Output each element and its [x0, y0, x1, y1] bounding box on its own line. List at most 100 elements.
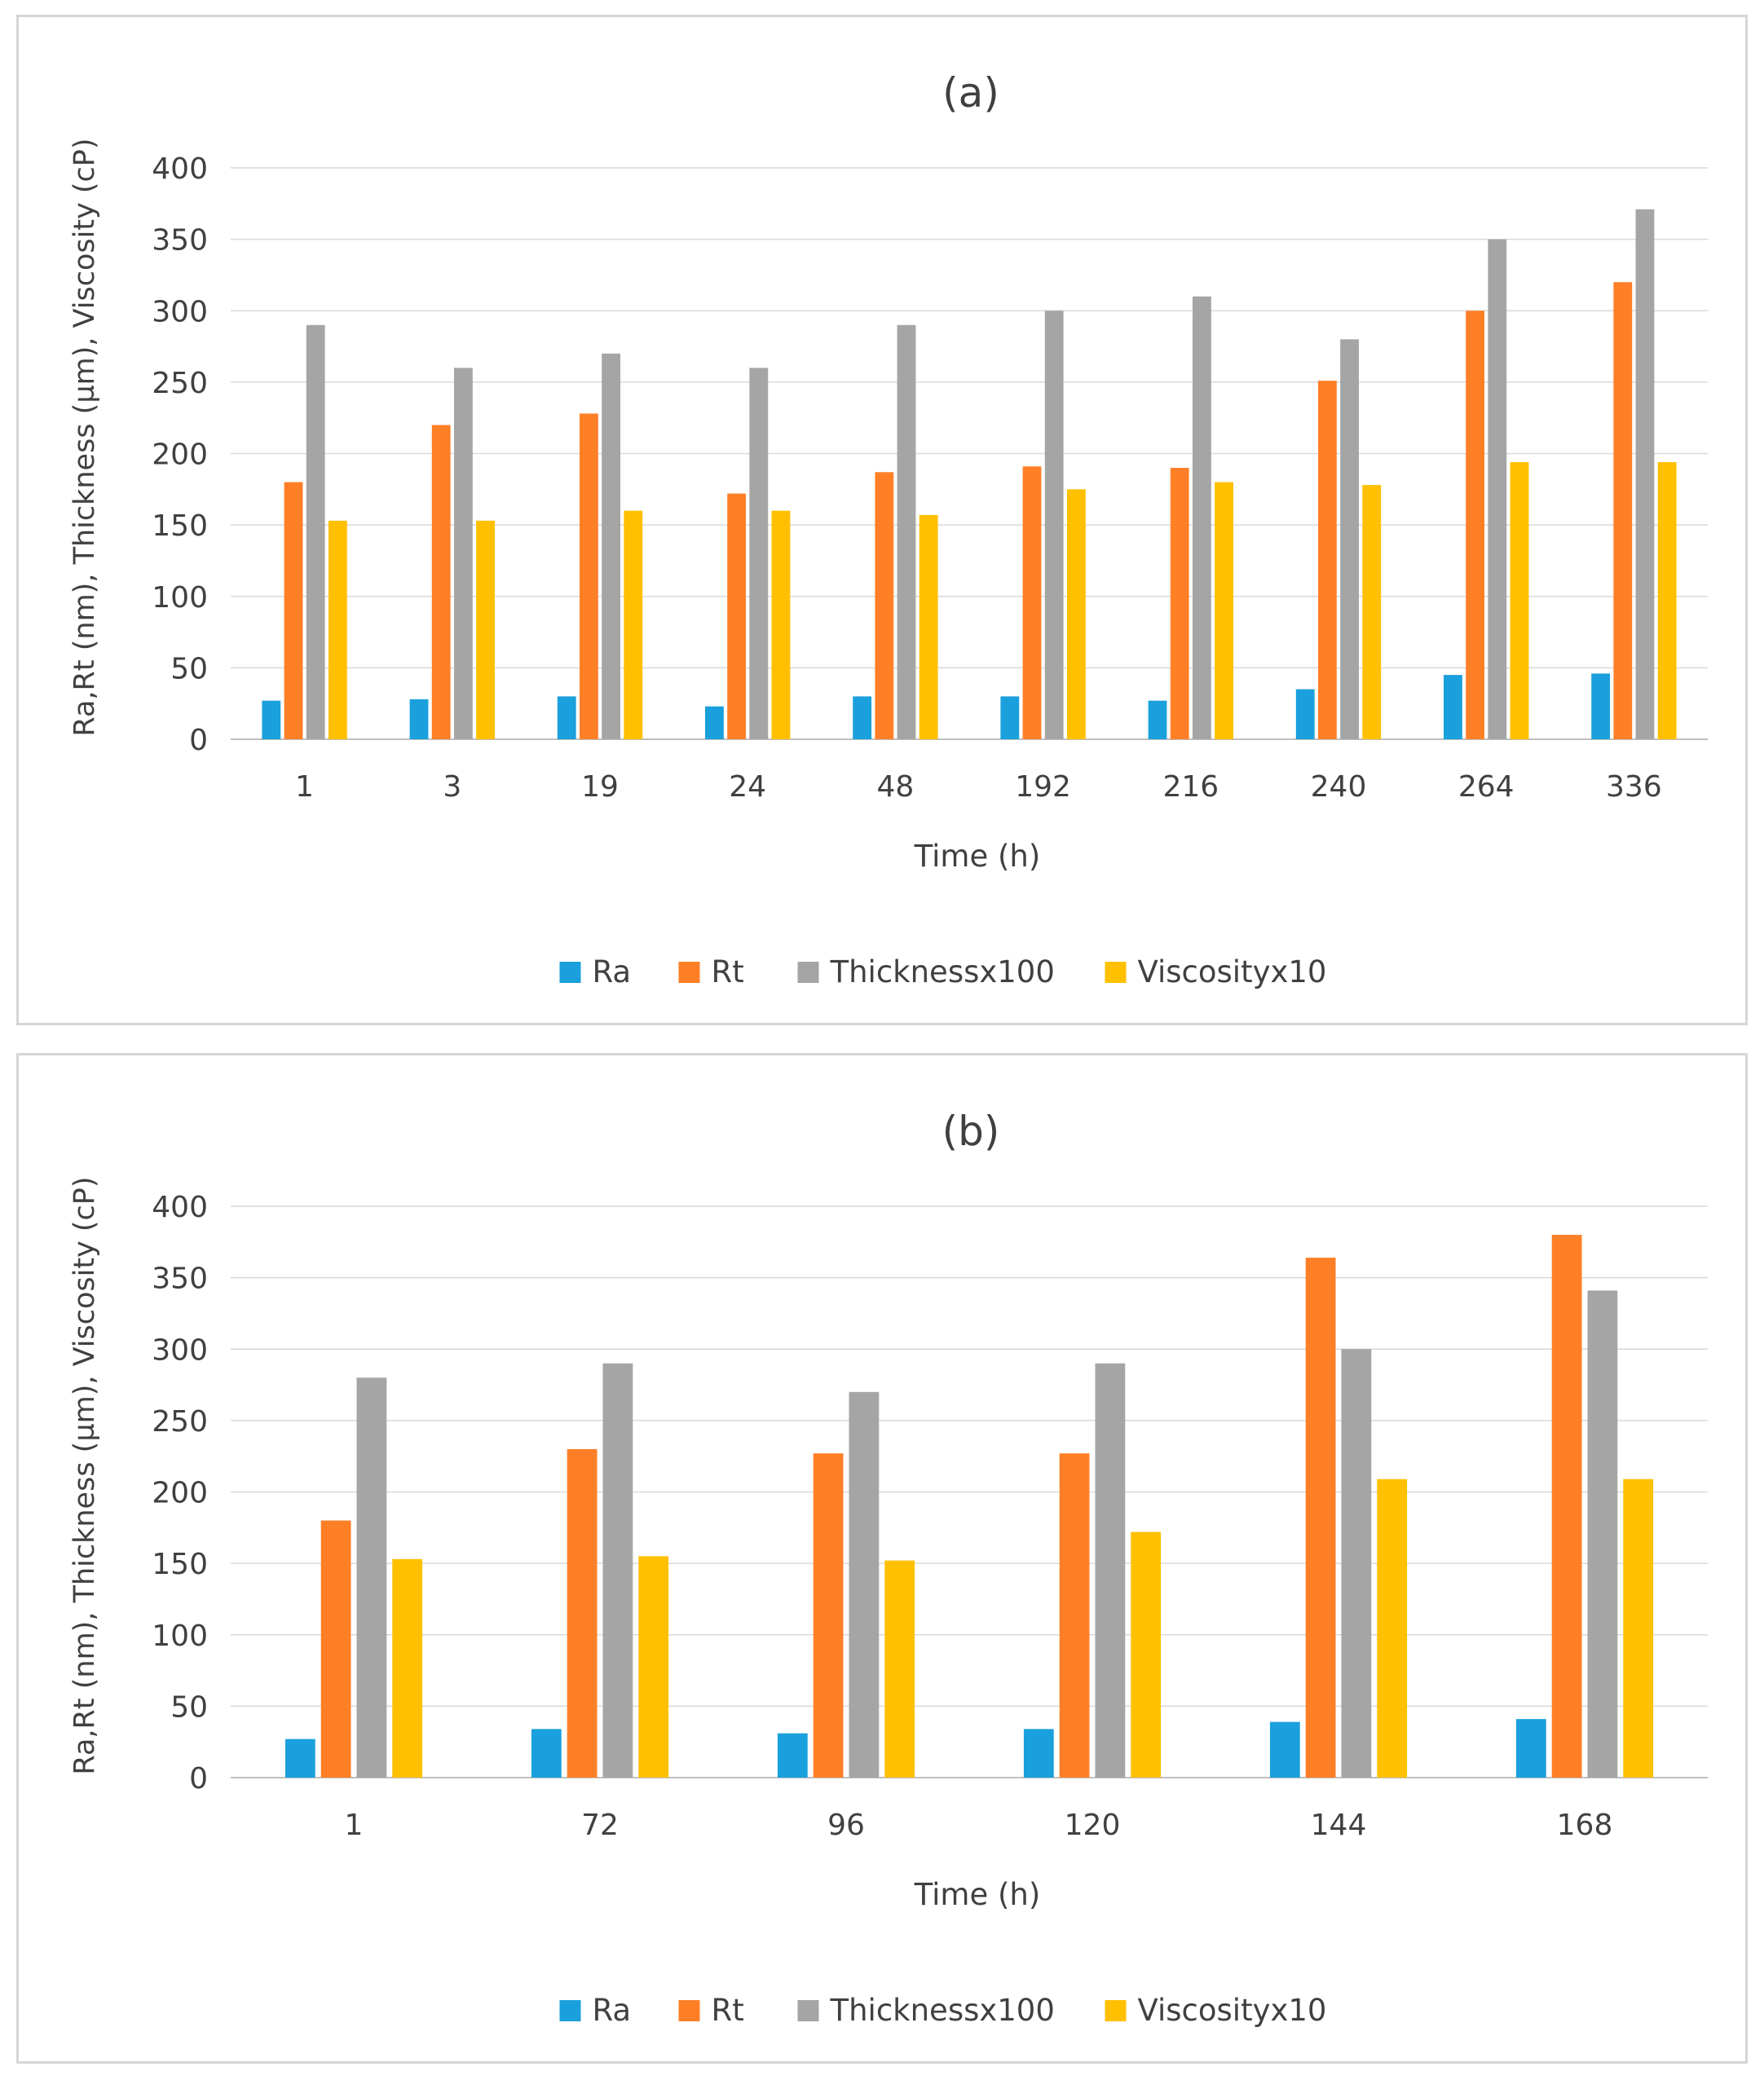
x-tick-label: 24 — [729, 770, 766, 804]
bar-viscosityx10-48 — [919, 514, 938, 739]
bar-viscosityx10-19 — [624, 510, 643, 739]
legend-swatch-thicknessx100 — [797, 962, 819, 983]
bar-viscosityx10-120 — [1131, 1531, 1162, 1778]
x-tick-label: 3 — [443, 770, 461, 804]
y-tick-label: 300 — [152, 1333, 208, 1367]
y-tick-label: 100 — [152, 1619, 208, 1653]
legend-swatch-rt — [678, 2000, 700, 2021]
bar-thicknessx100-336 — [1635, 209, 1655, 739]
bar-rt-144 — [1305, 1258, 1336, 1778]
legend-label-thicknessx100: Thicknessx100 — [830, 954, 1055, 989]
bar-viscosityx10-216 — [1215, 482, 1233, 739]
x-tick-label: 96 — [827, 1809, 865, 1842]
chart-panel-b: (b) 0 50 100 150 200 250 300 350 400 Ra,Rt (nm), T… — [16, 1053, 1748, 2064]
bar-thicknessx100-264 — [1488, 239, 1507, 739]
bar-thicknessx100-240 — [1340, 339, 1360, 739]
bar-ra-120 — [1023, 1729, 1054, 1778]
y-axis-label: Ra,Rt (nm), Thickness (µm), Viscosity (c… — [68, 1176, 101, 1774]
bar-rt-96 — [813, 1453, 844, 1778]
x-tick-label: 336 — [1606, 770, 1662, 804]
bar-thicknessx100-48 — [897, 324, 916, 739]
legend-swatch-viscosityx10 — [1105, 2000, 1127, 2021]
bar-ra-19 — [557, 696, 576, 739]
y-tick-label: 0 — [189, 1762, 208, 1796]
legend-label-ra: Ra — [593, 1993, 632, 2028]
legend-swatch-ra — [559, 2000, 581, 2021]
x-tick-label: 1 — [345, 1809, 364, 1842]
bar-rt-120 — [1059, 1453, 1090, 1778]
bar-viscosityx10-336 — [1657, 462, 1677, 739]
y-tick-label: 50 — [170, 1690, 208, 1724]
bar-viscosityx10-3 — [476, 520, 495, 739]
legend-swatch-thicknessx100 — [797, 2000, 819, 2021]
bar-viscosityx10-72 — [638, 1556, 669, 1778]
chart-panel-a: (a) 0 50 100 150 200 250 300 350 400 Ra,Rt (nm), T… — [16, 15, 1748, 1025]
bar-ra-24 — [705, 706, 724, 739]
y-tick-label: 50 — [170, 652, 208, 685]
bar-rt-1 — [320, 1520, 351, 1778]
bar-ra-1 — [262, 700, 281, 739]
bar-ra-336 — [1591, 673, 1611, 739]
x-tick-label: 120 — [1065, 1809, 1121, 1842]
bar-viscosityx10-144 — [1377, 1478, 1408, 1778]
y-tick-label: 150 — [152, 1548, 208, 1581]
bar-thicknessx100-3 — [453, 368, 473, 739]
x-tick-label: 168 — [1557, 1809, 1613, 1842]
y-tick-label: 200 — [152, 438, 208, 472]
bar-viscosityx10-1 — [392, 1558, 423, 1778]
y-tick-label: 150 — [152, 509, 208, 543]
bar-ra-1 — [284, 1738, 315, 1778]
x-axis-label: Time (h) — [914, 1877, 1041, 1912]
bar-ra-192 — [1000, 696, 1020, 739]
bar-ra-48 — [853, 696, 872, 739]
bar-thicknessx100-19 — [602, 353, 621, 739]
y-tick-label: 400 — [152, 152, 208, 186]
bar-rt-1 — [284, 482, 303, 739]
bar-ra-216 — [1148, 700, 1167, 739]
bar-thicknessx100-120 — [1095, 1363, 1126, 1778]
chart-b: (b) 0 50 100 150 200 250 300 350 400 Ra,Rt (nm), T… — [68, 1108, 1708, 2028]
bar-ra-144 — [1269, 1721, 1300, 1778]
legend-label-thicknessx100: Thicknessx100 — [830, 1993, 1055, 2028]
bar-viscosityx10-96 — [884, 1560, 915, 1778]
x-tick-label: 1 — [295, 770, 314, 804]
x-tick-label: 240 — [1311, 770, 1367, 804]
legend-label-rt: Rt — [712, 1993, 744, 2028]
bar-viscosityx10-264 — [1510, 462, 1529, 739]
bar-thicknessx100-1 — [356, 1377, 387, 1778]
bar-ra-72 — [531, 1729, 562, 1778]
bar-thicknessx100-144 — [1341, 1349, 1372, 1778]
bar-rt-24 — [727, 493, 747, 739]
y-axis-label: Ra,Rt (nm), Thickness (µm), Viscosity (c… — [68, 138, 101, 736]
chart-title: (b) — [942, 1108, 1000, 1155]
legend-swatch-ra — [559, 962, 581, 983]
x-tick-label: 19 — [581, 770, 619, 804]
bar-rt-3 — [431, 425, 451, 739]
x-tick-label: 264 — [1458, 770, 1515, 804]
bar-viscosityx10-192 — [1066, 489, 1086, 739]
x-tick-label: 72 — [581, 1809, 619, 1842]
bar-thicknessx100-72 — [602, 1363, 633, 1778]
y-tick-label: 350 — [152, 224, 208, 258]
y-tick-label: 350 — [152, 1263, 208, 1296]
bar-ra-96 — [777, 1733, 808, 1778]
bar-thicknessx100-96 — [849, 1391, 880, 1778]
legend-label-viscosityx10: Viscosityx10 — [1138, 1993, 1327, 2028]
x-tick-label: 216 — [1162, 770, 1219, 804]
bar-rt-264 — [1466, 311, 1485, 739]
y-tick-label: 300 — [152, 295, 208, 328]
bar-rt-72 — [567, 1448, 598, 1778]
bar-rt-216 — [1170, 468, 1189, 739]
legend-swatch-viscosityx10 — [1105, 962, 1127, 983]
bar-thicknessx100-192 — [1044, 311, 1064, 739]
bar-rt-240 — [1317, 381, 1337, 739]
x-tick-label: 48 — [876, 770, 914, 804]
bar-thicknessx100-168 — [1587, 1290, 1618, 1778]
bar-ra-240 — [1295, 689, 1315, 739]
x-axis-label: Time (h) — [914, 839, 1041, 874]
x-tick-label: 144 — [1311, 1809, 1367, 1842]
legend-label-rt: Rt — [712, 954, 744, 989]
bar-thicknessx100-216 — [1192, 296, 1211, 740]
bar-viscosityx10-24 — [771, 510, 791, 739]
bar-viscosityx10-168 — [1623, 1478, 1654, 1778]
